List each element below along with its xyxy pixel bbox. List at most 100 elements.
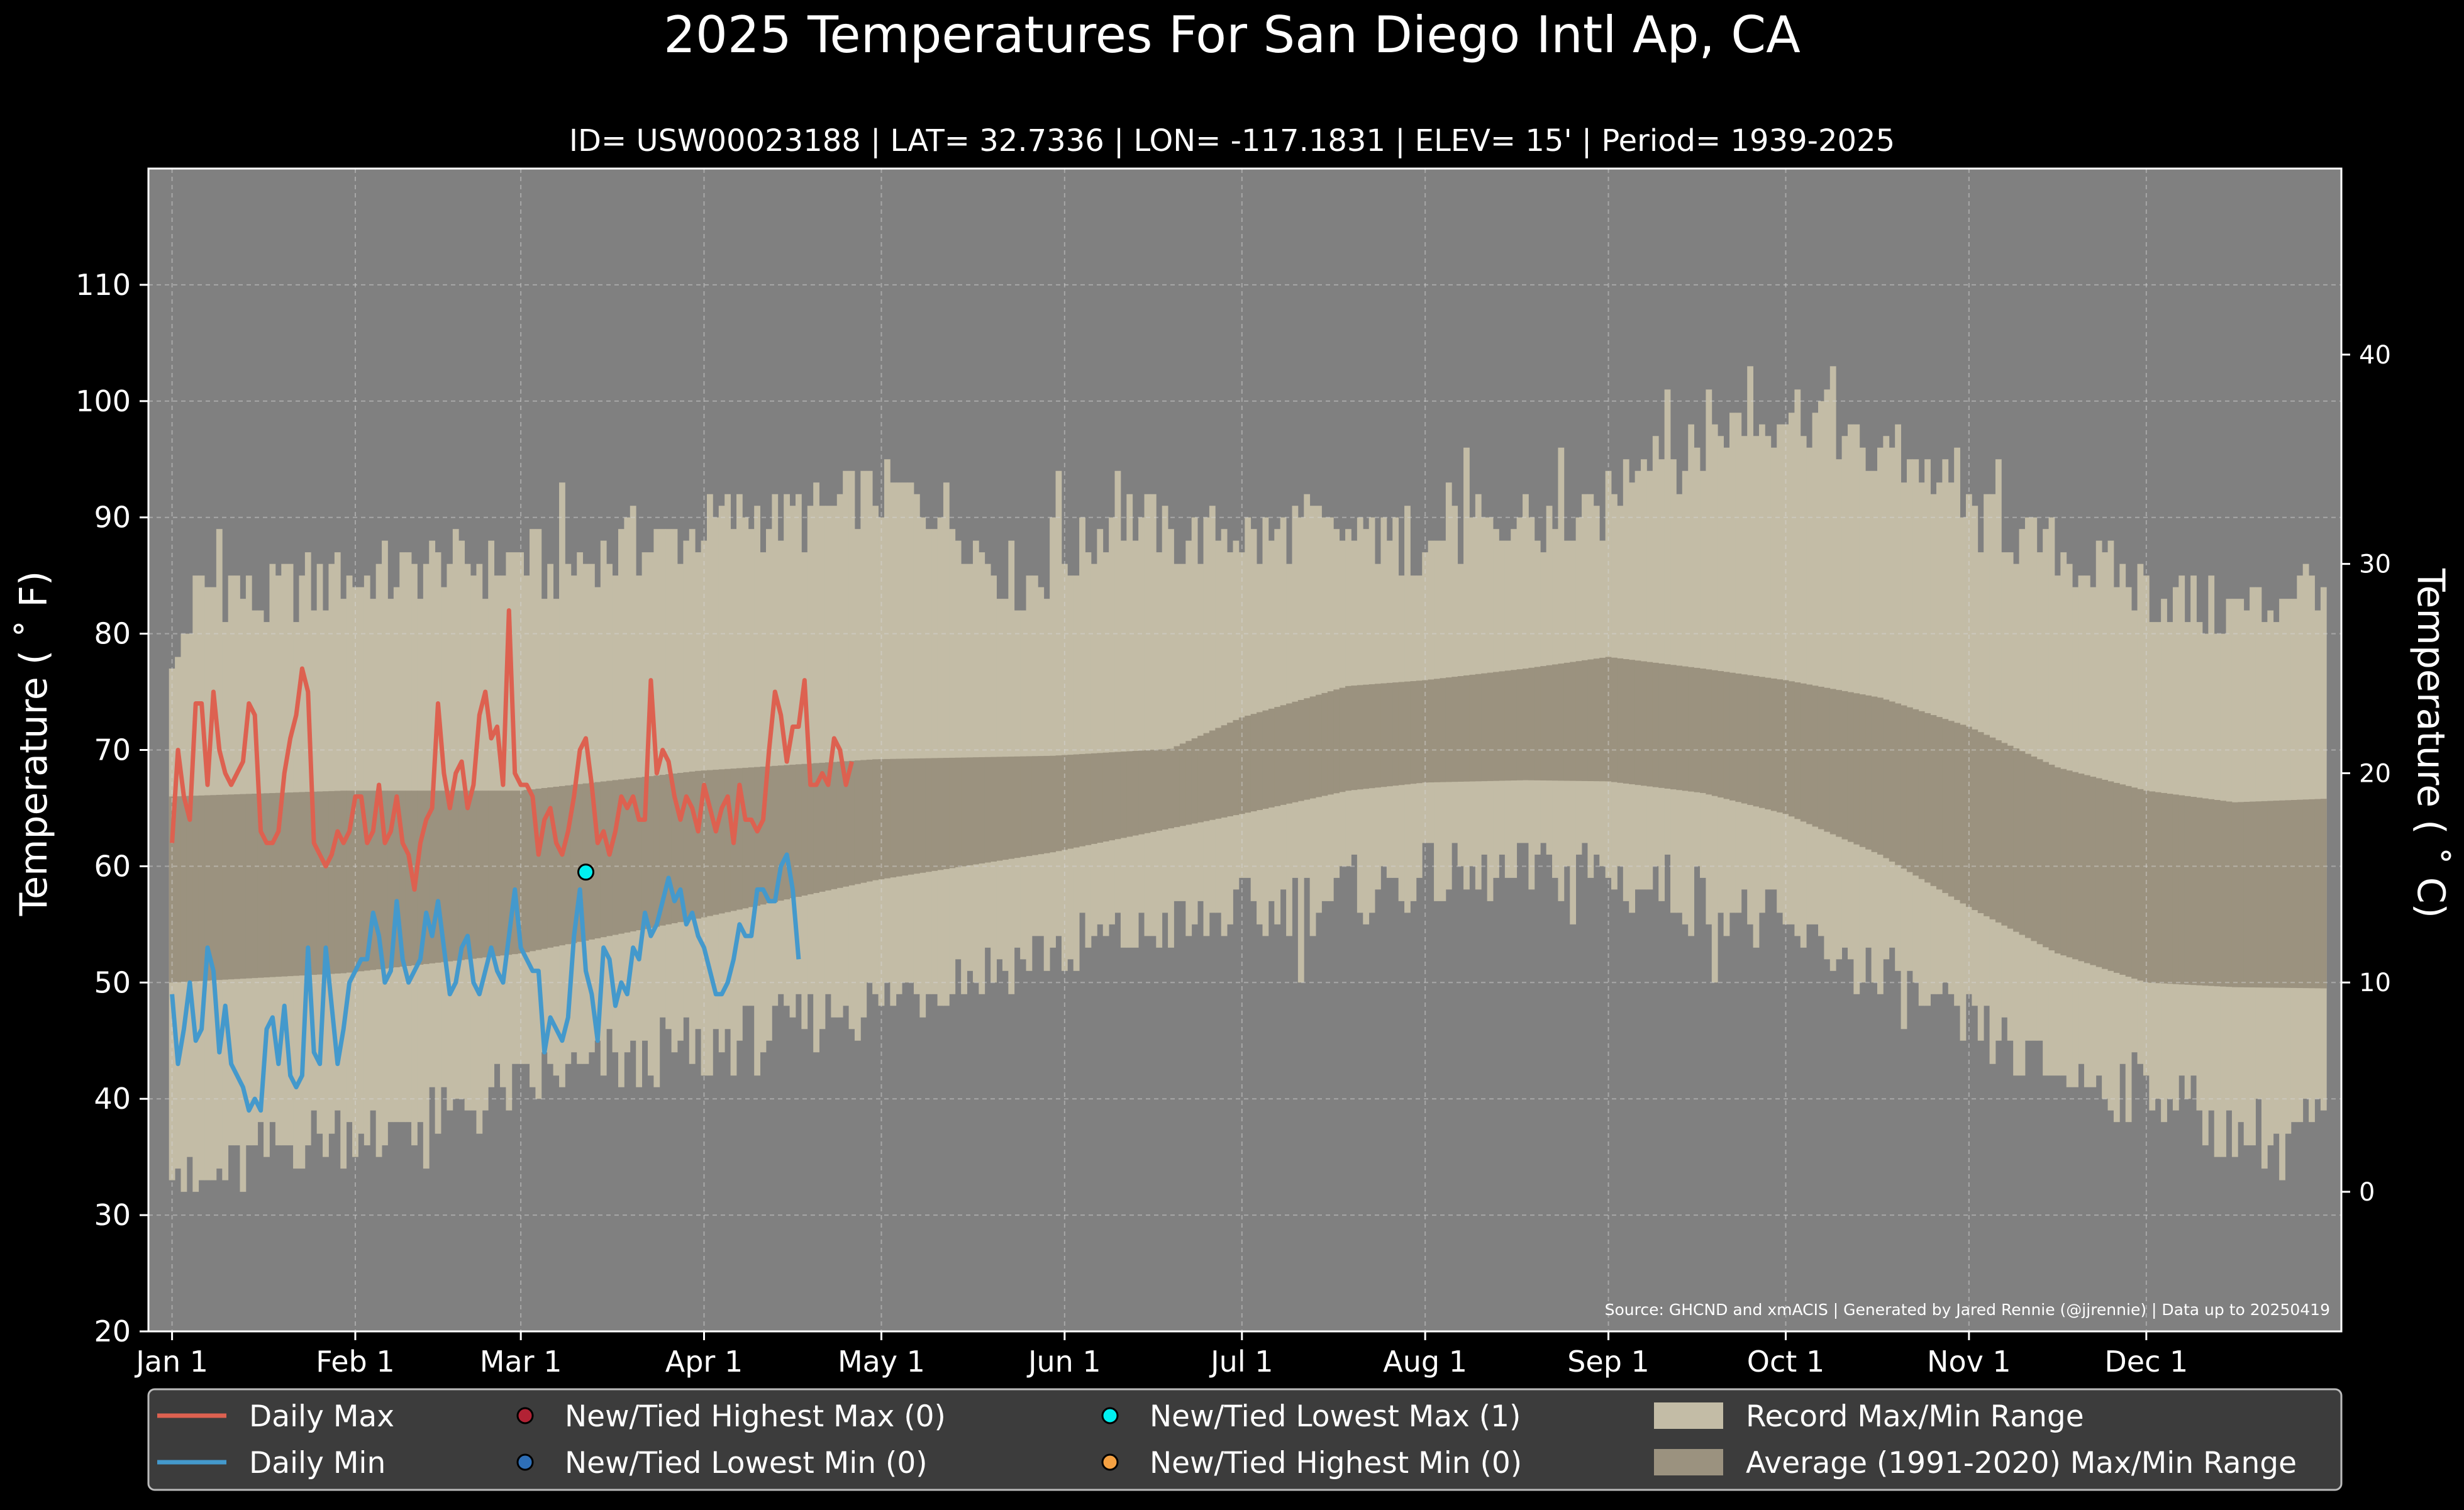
average-range-bar xyxy=(2196,797,2203,985)
average-range-bar xyxy=(594,782,601,939)
record-range-bar xyxy=(1817,401,1824,936)
average-range-bar xyxy=(1641,661,1647,786)
average-range-bar xyxy=(1770,678,1777,811)
average-range-bar xyxy=(902,758,908,876)
average-range-bar xyxy=(1617,658,1624,783)
average-range-bar xyxy=(1120,752,1127,838)
x-tick-label: Oct 1 xyxy=(1747,1345,1824,1379)
average-range-bar xyxy=(967,757,974,865)
x-tick-label: Apr 1 xyxy=(665,1345,743,1379)
average-range-bar xyxy=(1646,662,1653,787)
average-range-bar xyxy=(245,794,252,979)
average-range-bar xyxy=(2078,774,2085,962)
average-range-bar xyxy=(180,796,187,982)
average-range-bar xyxy=(677,772,684,923)
average-range-bar xyxy=(1499,671,1506,781)
average-range-bar xyxy=(1765,677,1772,810)
average-range-bar xyxy=(2137,789,2144,981)
average-range-bar xyxy=(824,762,831,891)
average-range-bar xyxy=(1445,677,1452,782)
average-range-bar xyxy=(1528,667,1535,780)
average-range-bar xyxy=(1516,669,1523,780)
record-range-bar xyxy=(860,470,867,1018)
average-range-bar xyxy=(1634,660,1641,786)
average-range-bar xyxy=(2220,801,2226,987)
average-range-bar xyxy=(1238,717,1245,814)
record-range-bar xyxy=(1280,517,1287,890)
legend-label: Record Max/Min Range xyxy=(1746,1399,2084,1434)
average-range-bar xyxy=(1936,717,1943,890)
average-range-bar xyxy=(1109,752,1115,841)
y-tick-label: 90 xyxy=(94,501,131,535)
average-range-bar xyxy=(784,765,790,900)
average-range-bar xyxy=(1836,690,1842,837)
average-range-bar xyxy=(582,783,589,941)
record-range-bar xyxy=(1463,447,1470,890)
average-range-bar xyxy=(2267,801,2274,988)
average-range-bar xyxy=(1363,684,1370,789)
average-range-bar xyxy=(2184,796,2191,985)
record-range-bar xyxy=(1895,424,1901,971)
y2-tick-label: 10 xyxy=(2359,969,2391,997)
record-range-bar xyxy=(1079,517,1085,913)
record-range-bar xyxy=(630,506,636,1041)
record-range-bar xyxy=(1179,563,1186,901)
average-range-bar xyxy=(1073,754,1080,848)
average-range-bars xyxy=(169,657,2327,989)
average-range-bar xyxy=(1984,735,1990,916)
average-range-bar xyxy=(659,775,666,926)
record-range-bar xyxy=(1114,470,1121,913)
average-range-bar xyxy=(1144,750,1151,833)
average-range-bar xyxy=(937,758,944,870)
record-range-bar xyxy=(1144,494,1151,936)
average-range-bar xyxy=(2155,792,2162,984)
average-range-bar xyxy=(234,794,240,979)
average-range-bar xyxy=(1168,748,1174,829)
average-range-bar xyxy=(1729,672,1736,801)
average-range-bar xyxy=(210,795,217,980)
average-range-bar xyxy=(777,765,784,901)
average-range-bar xyxy=(884,758,891,879)
average-range-bar xyxy=(1841,691,1848,840)
average-range-bar xyxy=(1126,751,1133,837)
average-range-bar xyxy=(1297,699,1304,801)
average-range-bar xyxy=(961,757,967,867)
record-range-bar xyxy=(659,529,666,1018)
record-range-bar xyxy=(1090,563,1097,936)
average-range-bar xyxy=(1357,685,1363,790)
average-range-bar xyxy=(890,758,897,878)
record-range-bar xyxy=(872,506,879,994)
record-range-bar xyxy=(1812,413,1819,924)
average-range-bar xyxy=(1563,662,1570,781)
average-range-bar xyxy=(1404,681,1411,785)
record-range-bar xyxy=(1829,366,1836,971)
record-range-bar xyxy=(1120,540,1127,948)
average-range-bar xyxy=(1132,750,1139,836)
average-range-bar xyxy=(919,758,926,873)
average-range-bar xyxy=(1055,755,1062,852)
average-range-bar xyxy=(1174,746,1180,828)
average-range-bar xyxy=(2279,800,2285,988)
average-range-bar xyxy=(742,767,749,909)
average-range-bar xyxy=(1138,750,1145,835)
average-range-bar xyxy=(175,796,181,982)
average-range-bar xyxy=(813,763,819,893)
average-range-bar xyxy=(464,791,471,960)
average-range-bar xyxy=(748,767,755,908)
average-range-bar xyxy=(1901,705,1907,869)
average-range-bar xyxy=(488,791,495,957)
average-range-bar xyxy=(304,792,311,975)
average-range-bar xyxy=(269,793,276,977)
average-range-bar xyxy=(589,782,595,940)
average-range-bar xyxy=(1008,757,1015,859)
record-range-bar xyxy=(1238,552,1245,878)
average-range-bar xyxy=(1546,665,1553,781)
average-range-bar xyxy=(2066,770,2073,958)
average-range-bar xyxy=(2214,800,2221,987)
average-range-bar xyxy=(2119,784,2126,975)
average-range-bar xyxy=(358,791,365,972)
average-range-bar xyxy=(186,796,193,982)
record-range-bar xyxy=(1765,436,1772,890)
legend-label: New/Tied Highest Min (0) xyxy=(1150,1446,1522,1480)
average-range-bar xyxy=(653,775,660,927)
